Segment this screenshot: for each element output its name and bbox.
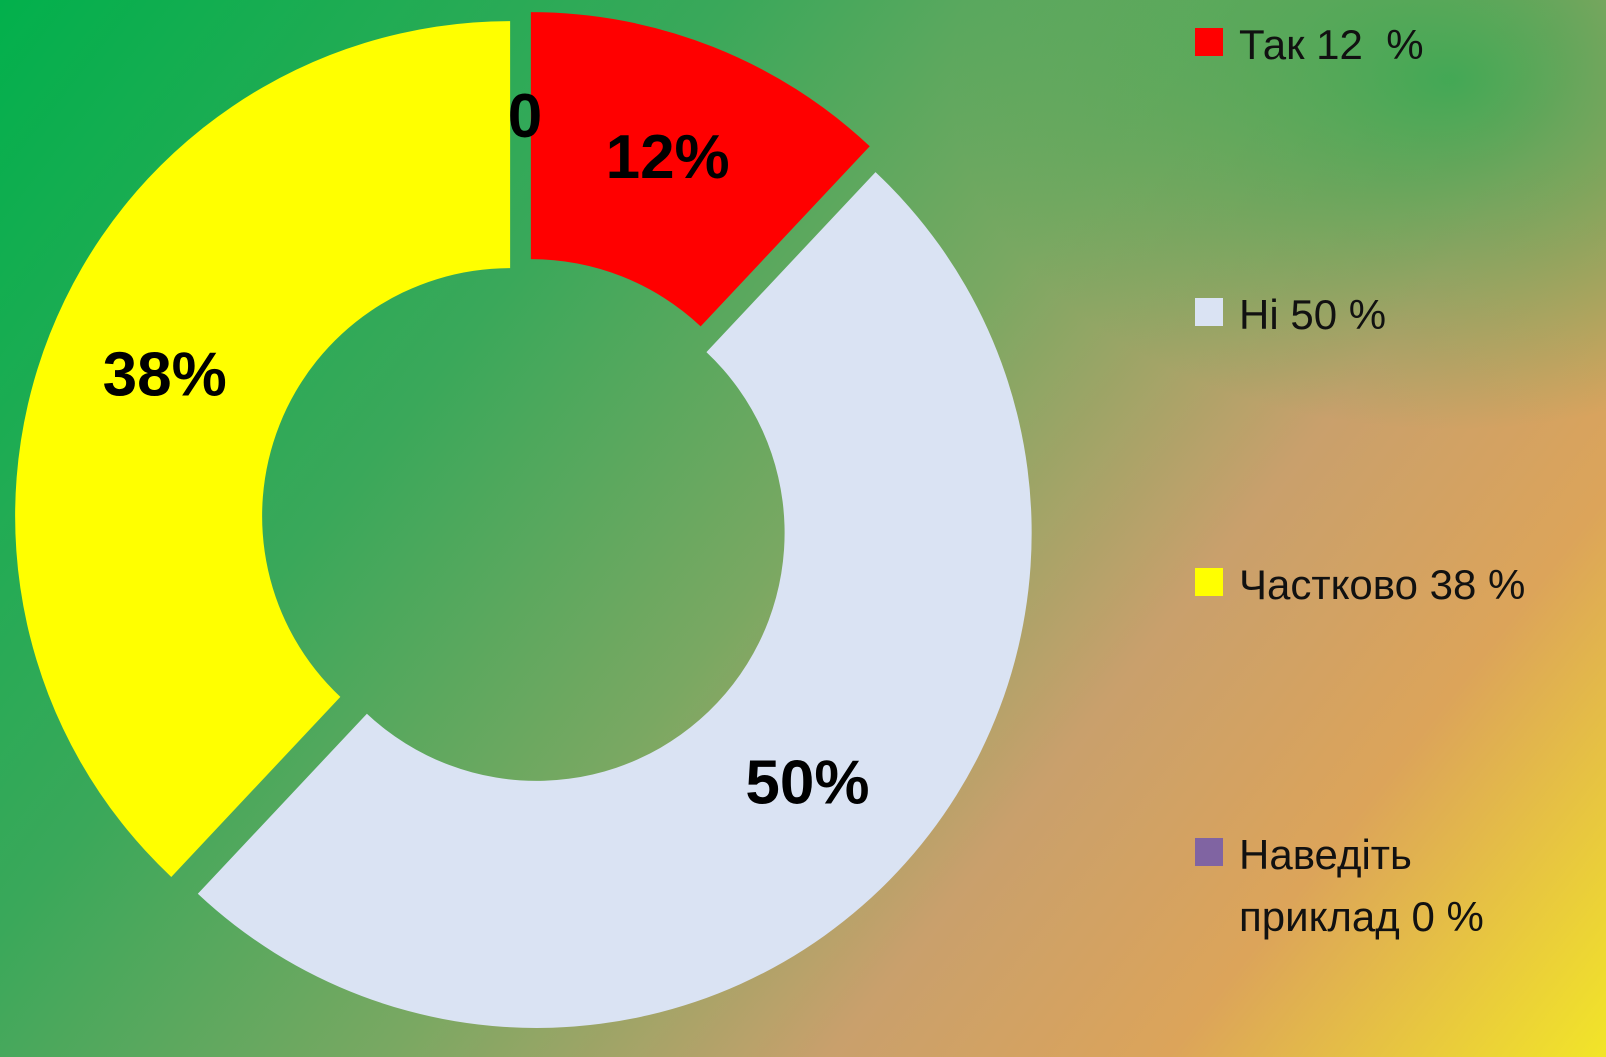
legend-label: Ні 50 %	[1239, 291, 1387, 338]
legend-label: Так 12 %	[1239, 21, 1424, 68]
donut-segment	[530, 12, 870, 327]
legend-label: Наведіть приклад 0 %	[1239, 831, 1484, 940]
legend-item: Частково 38 %	[1195, 554, 1575, 616]
legend-label: Частково 38 %	[1239, 561, 1526, 608]
legend-swatch	[1195, 28, 1223, 56]
donut-segment	[197, 172, 1032, 1028]
data-label: 12%	[606, 123, 730, 192]
data-label: 38%	[103, 341, 227, 410]
data-label: 0	[508, 82, 542, 151]
legend-swatch	[1195, 568, 1223, 596]
legend-swatch	[1195, 838, 1223, 866]
legend-item: Ні 50 %	[1195, 284, 1575, 346]
data-label: 50%	[745, 749, 869, 818]
legend-item: Так 12 %	[1195, 14, 1575, 76]
donut-segment	[15, 21, 511, 877]
legend-swatch	[1195, 298, 1223, 326]
legend-item: Наведіть приклад 0 %	[1195, 824, 1575, 948]
